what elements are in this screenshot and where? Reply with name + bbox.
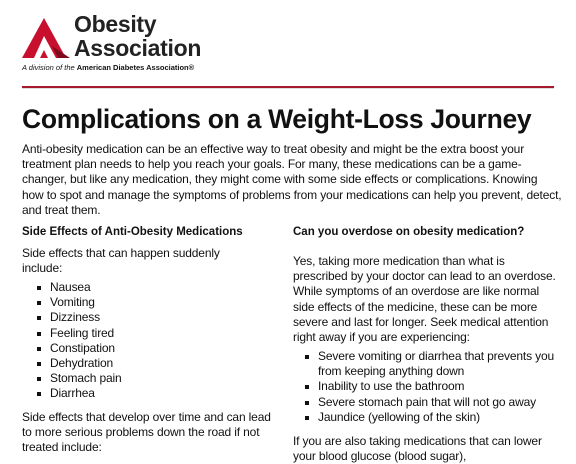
org-name: Association <box>74 35 202 61</box>
list-item: Feeling tired <box>36 326 256 341</box>
divider <box>22 86 554 89</box>
list-item: Severe vomiting or diarrhea that prevent… <box>304 349 566 379</box>
list-item: Inability to use the bathroom <box>304 379 566 394</box>
right-heading: Can you overdose on obesity medication? <box>293 226 525 238</box>
list-item: Dehydration <box>36 356 256 371</box>
right-paragraph: Yes, taking more medication than what is… <box>293 254 556 345</box>
list-item: Severe stomach pain that will not go awa… <box>304 395 566 410</box>
intro: Anti-obesity medication can be an effect… <box>22 142 562 217</box>
list-item: Dizziness <box>36 310 256 325</box>
org-name: Obesity <box>74 11 157 37</box>
left-paragraph: Side effects that develop over time and … <box>22 410 271 455</box>
logo-icon <box>22 18 70 58</box>
left-heading: Side Effects of Anti-Obesity Medications <box>22 226 243 238</box>
list-item: Stomach pain <box>36 371 256 386</box>
list-item: Diarrhea <box>36 386 256 401</box>
right-paragraph: If you are also taking medications that … <box>293 434 542 464</box>
tagline-prefix: A division of the <box>22 63 75 72</box>
left-list: Nausea Vomiting Dizziness Feeling tired Cons… <box>36 280 256 402</box>
title: Complications on a Weight-Loss Journey <box>22 104 532 134</box>
right-list: Severe vomiting or diarrhea that prevent… <box>304 349 566 425</box>
list-item: Jaundice (yellowing of the skin) <box>304 410 566 425</box>
list-item: Constipation <box>36 341 256 356</box>
left-paragraph: Side effects that can happen suddenly in… <box>22 246 220 276</box>
tagline-org: American Diabetes Association® <box>76 63 195 72</box>
list-item: Nausea <box>36 280 256 295</box>
list-item: Vomiting <box>36 295 256 310</box>
tagline: A division of the American Diabetes Asso… <box>22 63 194 72</box>
